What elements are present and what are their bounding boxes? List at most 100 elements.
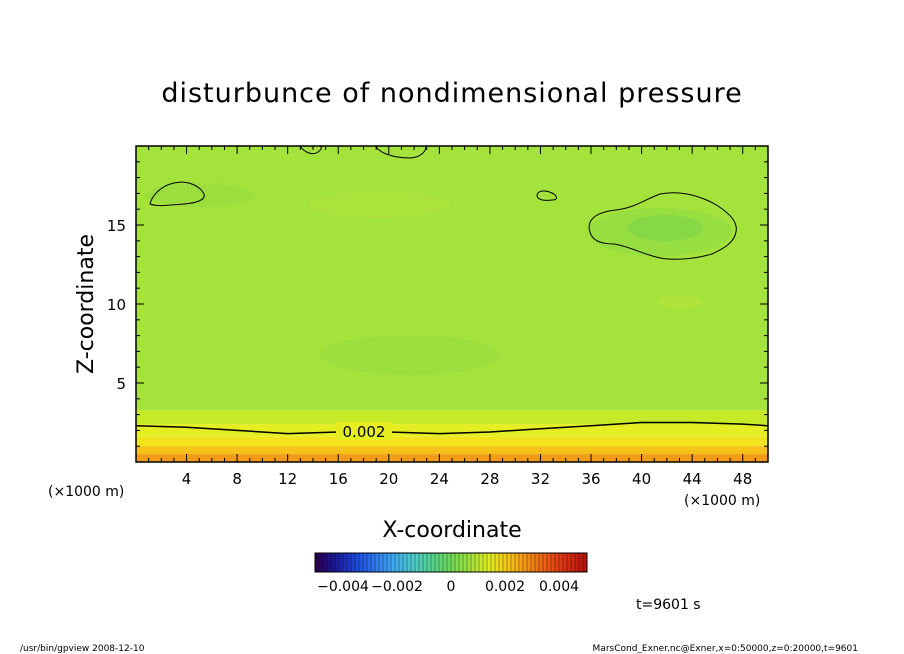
band-2	[136, 436, 768, 447]
colorbar-cell	[555, 553, 560, 572]
colorbar-cell	[507, 553, 512, 572]
x-tick-label: 28	[480, 470, 499, 488]
colorbar-labels: −0.004 −0.002 0 0.002 0.004	[317, 579, 579, 595]
x-tick-label: 24	[430, 470, 449, 488]
contour-top-arc-2	[375, 146, 427, 159]
y-axis-title: Z-coordinate	[74, 234, 99, 374]
colorbar-cell	[583, 553, 588, 572]
y-tick-label: 10	[107, 296, 126, 314]
colorbar-cell	[359, 553, 364, 572]
colorbar-cell	[571, 553, 576, 572]
colorbar-cell	[395, 553, 400, 572]
colorbar-cell	[543, 553, 548, 572]
colorbar-cell	[579, 553, 584, 572]
colorbar-frame	[314, 552, 588, 573]
colorbar-cell	[515, 553, 520, 572]
colorbar-cell	[459, 553, 464, 572]
colorbar-cell	[431, 553, 436, 572]
contour-top-arc-1	[299, 146, 322, 155]
colorbar-cell	[467, 553, 472, 572]
y-tick-label: 5	[116, 375, 126, 393]
x-tick-label: 20	[379, 470, 398, 488]
colorbar-cell	[335, 553, 340, 572]
contour-small-loop	[536, 190, 557, 201]
colorbar-cell	[351, 553, 356, 572]
colorbar-cell	[347, 553, 352, 572]
colorbar-cell	[487, 553, 492, 572]
colorbar-cell	[379, 553, 384, 572]
colorbar-cell	[415, 553, 420, 572]
x-tick-label: 12	[278, 470, 297, 488]
colorbar-cell	[451, 553, 456, 572]
y-axis-ticks: 5 10 15	[107, 161, 768, 447]
chart-title: disturbunce of nondimensional pressure	[161, 78, 742, 109]
colorbar-cell	[375, 553, 380, 572]
colorbar-cell	[407, 553, 412, 572]
colorbar-tick-label: 0	[447, 579, 456, 595]
colorbar-cell	[363, 553, 368, 572]
colorbar-cell	[575, 553, 580, 572]
x-tick-label: 44	[683, 470, 702, 488]
colorbar-cell	[403, 553, 408, 572]
colorbar-cell	[539, 553, 544, 572]
colorbar-cell	[491, 553, 496, 572]
contour-right-loop	[588, 192, 737, 260]
pale-patch-center	[310, 191, 450, 219]
colorbar-cell	[483, 553, 488, 572]
colorbar-cell	[475, 553, 480, 572]
colorbar-cell	[455, 553, 460, 572]
colorbar-cell	[391, 553, 396, 572]
y-axis-unit: (×1000 m)	[48, 484, 124, 500]
colorbar-cell	[463, 553, 468, 572]
colorbar-cell	[503, 553, 508, 572]
colorbar-cell	[411, 553, 416, 572]
colorbar-cell	[527, 553, 532, 572]
colorbar-cell	[447, 553, 452, 572]
colorbar-cell	[367, 553, 372, 572]
contour-left-loop	[149, 181, 205, 207]
footer-right: MarsCond_Exner.nc@Exner,x=0:50000,z=0:20…	[593, 644, 858, 654]
colorbar-cell	[443, 553, 448, 572]
colorbar-cell	[547, 553, 552, 572]
colorbar-cell	[355, 553, 360, 572]
colorbar-cell	[427, 553, 432, 572]
closed-contours	[149, 146, 737, 260]
colorbar-cell	[535, 553, 540, 572]
x-axis-title: X-coordinate	[382, 518, 521, 543]
colorbar-cell	[419, 553, 424, 572]
contour-label-background	[336, 422, 392, 440]
colorbar-tick-label: 0.004	[539, 579, 579, 595]
footer-left: /usr/bin/gpview 2008-12-10	[20, 644, 145, 654]
time-label: t=9601 s	[636, 597, 701, 613]
x-tick-label: 40	[632, 470, 651, 488]
x-tick-label: 8	[232, 470, 242, 488]
colorbar-cell	[383, 553, 388, 572]
x-axis-ticks: 4 8 12 16 20 24 28 32 36 40 44 48	[148, 146, 756, 488]
green-patch-right-core	[627, 215, 703, 241]
colorbar-tick-label: −0.004	[317, 579, 369, 595]
colorbar-cell	[327, 553, 332, 572]
colorbar-cell	[479, 553, 484, 572]
colorbar-cell	[387, 553, 392, 572]
colorbar-cell	[435, 553, 440, 572]
colorbar-cell	[559, 553, 564, 572]
colorbar-cell	[499, 553, 504, 572]
y-tick-label: 15	[107, 217, 126, 235]
x-tick-label: 48	[733, 470, 752, 488]
colorbar-cell	[531, 553, 536, 572]
colorbar-cell	[371, 553, 376, 572]
x-tick-label: 36	[581, 470, 600, 488]
x-tick-label: 16	[329, 470, 348, 488]
colorbar-tick-label: −0.002	[371, 579, 423, 595]
colorbar-cell	[567, 553, 572, 572]
colorbar-cell	[519, 553, 524, 572]
colorbar	[314, 553, 588, 572]
colorbar-cell	[331, 553, 336, 572]
contour-line-0.002	[136, 421, 768, 435]
colorbar-cell	[343, 553, 348, 572]
colorbar-cell	[323, 553, 328, 572]
contour-label: 0.002	[343, 423, 386, 441]
colorbar-cell	[439, 553, 444, 572]
colorbar-cell	[319, 553, 324, 572]
